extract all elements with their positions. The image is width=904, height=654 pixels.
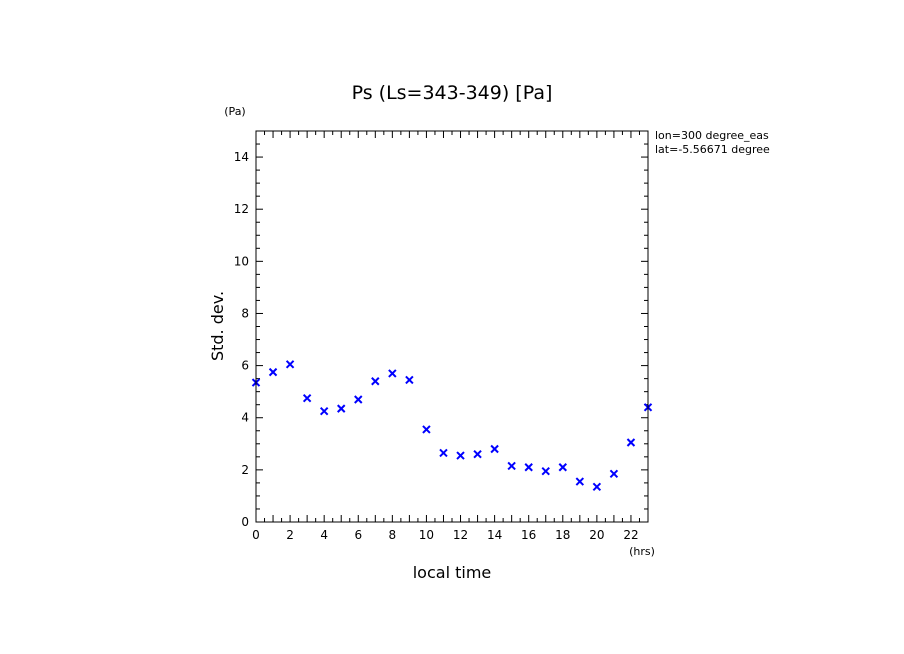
data-point (456, 451, 465, 460)
annotation-lat: lat=-5.56671 degree (655, 143, 770, 156)
x-tick-label: 12 (453, 528, 468, 542)
y-tick-label: 2 (241, 463, 249, 477)
data-points (251, 360, 653, 492)
x-unit-label: (hrs) (629, 545, 655, 558)
data-point (422, 425, 431, 434)
data-point (626, 438, 636, 447)
y-tick-label: 12 (234, 202, 249, 216)
data-point (319, 407, 329, 416)
x-axis-label: local time (413, 563, 492, 582)
y-tick-label: 4 (241, 411, 249, 425)
x-tick-label: 14 (487, 528, 502, 542)
data-point (405, 375, 414, 385)
y-tick-label: 8 (241, 306, 249, 320)
data-point (268, 367, 278, 377)
y-tick-label: 0 (241, 515, 249, 529)
x-tick-label: 18 (555, 528, 570, 542)
data-point (524, 463, 533, 472)
data-point (609, 469, 619, 478)
y-tick-label: 14 (234, 150, 249, 164)
y-axis-label: Std. dev. (208, 291, 227, 361)
chart-title: Ps (Ls=343-349) [Pa] (352, 82, 553, 104)
plot-frame (255, 130, 649, 523)
data-point (558, 463, 567, 472)
data-point (439, 448, 448, 458)
axis-ticks: 0 2 4 6 8 10 12 14 16 18 20 22 0 2 4 6 8 10 12 14 (234, 130, 649, 542)
data-point (337, 404, 346, 413)
x-tick-label: 10 (419, 528, 434, 542)
x-tick-label: 8 (389, 528, 397, 542)
data-point (592, 482, 602, 492)
x-tick-label: 20 (589, 528, 604, 542)
x-tick-label: 0 (252, 528, 260, 542)
y-tick-label: 10 (234, 254, 249, 268)
x-tick-label: 22 (623, 528, 638, 542)
x-tick-label: 16 (521, 528, 536, 542)
x-tick-label: 2 (286, 528, 294, 542)
data-point (490, 444, 499, 454)
data-point (507, 461, 516, 471)
x-tick-label: 4 (320, 528, 328, 542)
data-point (354, 395, 363, 404)
x-tick-label: 6 (354, 528, 362, 542)
data-point (302, 393, 312, 403)
y-tick-label: 6 (241, 359, 249, 373)
data-point (473, 450, 482, 459)
data-point (575, 477, 585, 486)
data-point (541, 466, 550, 476)
y-unit-label: (Pa) (224, 105, 245, 118)
data-point (285, 360, 295, 369)
annotation-lon: lon=300 degree_eas (655, 129, 769, 142)
data-point (371, 377, 380, 386)
data-point (388, 369, 397, 378)
